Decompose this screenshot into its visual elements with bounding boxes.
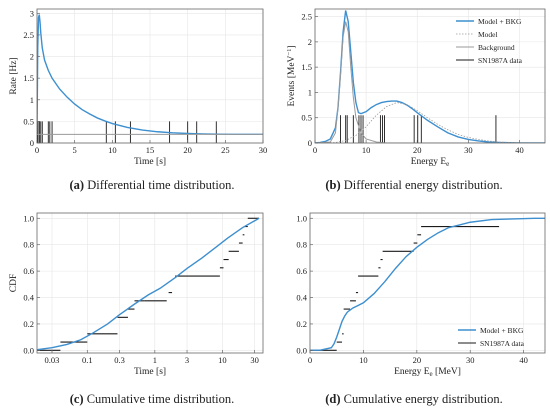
legend-label: SN1987A data — [480, 339, 525, 348]
x-tick-label: 10 — [108, 145, 117, 155]
x-tick-label: 30 — [259, 145, 268, 155]
data-layer — [310, 217, 545, 352]
x-axis-label: Energy Ee [MeV] — [394, 367, 461, 378]
y-tick-label: 0.2 — [23, 319, 34, 329]
plot-frame — [314, 8, 546, 144]
x-tick-label: 1 — [153, 355, 157, 365]
series-line-model — [37, 14, 263, 136]
legend-label: Model + BKG — [478, 17, 522, 26]
legend-label: Model — [478, 30, 498, 39]
series-line-background — [315, 21, 545, 143]
y-axis-label: Rate [Hz] — [9, 57, 19, 94]
series-line-model — [315, 102, 545, 143]
x-tick-label: 30 — [250, 355, 259, 365]
y-tick-label: 0 — [308, 138, 312, 148]
caption-b: (b) Differential energy distribution. — [325, 178, 502, 192]
y-tick-label: 2 — [30, 52, 34, 62]
x-axis-label: Time [s] — [134, 367, 166, 377]
y-tick-label: 0.6 — [23, 266, 34, 276]
x-tick-label: 10 — [359, 355, 368, 365]
y-tick-label: 0.5 — [23, 116, 34, 126]
panel-c: 0.03 0.1 0.3 1 3 10 30 0.0 0.2 0.4 0.6 0.8 1.0 Time [… — [9, 212, 264, 377]
x-tick-label: 15 — [146, 145, 155, 155]
x-tick-label: 30 — [464, 145, 473, 155]
caption-d: (d) Cumulative energy distribution. — [325, 392, 503, 406]
y-tick-label: 0.0 — [23, 345, 34, 355]
panel-d: 0 10 20 30 40 0.0 0.2 0.4 0.6 0.8 1.0 Energy Ee [Me… — [296, 212, 546, 378]
x-axis-label: Energy Ee — [411, 157, 450, 168]
y-tick-label: 1.5 — [301, 62, 312, 72]
data-layer — [37, 217, 260, 351]
x-tick-label: 5 — [73, 145, 77, 155]
x-tick-label: 10 — [362, 145, 371, 155]
y-tick-label: 0.4 — [23, 293, 34, 303]
x-tick-label: 0.3 — [114, 355, 125, 365]
x-tick-label: 0 — [313, 145, 317, 155]
x-tick-label: 20 — [413, 145, 422, 155]
caption-c: (c) Cumulative time distribution. — [70, 392, 235, 406]
y-tick-label: 0.5 — [301, 113, 312, 123]
data-layer — [315, 10, 545, 143]
y-tick-label: 0.2 — [296, 319, 307, 329]
legend-label: SN1987A data — [478, 56, 523, 65]
plot-frame — [36, 212, 264, 354]
y-tick-label: 1 — [308, 87, 312, 97]
y-tick-label: 1 — [30, 95, 34, 105]
y-tick-label: 0.4 — [296, 293, 307, 303]
panel-a: 0 5 10 15 20 25 30 0 0.5 1 1.5 2 2.5 3 Time [s] Rate [H… — [9, 8, 267, 167]
x-tick-label: 20 — [413, 355, 422, 365]
y-axis-label-end: ] — [287, 45, 297, 48]
y-tick-label: 0.8 — [23, 240, 34, 250]
y-tick-label: 0.6 — [296, 266, 307, 276]
caption-a: (a) Differential time distribution. — [69, 178, 234, 192]
x-tick-label: 40 — [515, 145, 524, 155]
legend-label: Model + BKG — [480, 326, 524, 335]
data-layer — [37, 14, 263, 143]
x-tick-label: 40 — [519, 355, 528, 365]
series-line-model — [310, 217, 545, 352]
x-tick-label: 0.03 — [45, 355, 60, 365]
y-tick-label: 1.0 — [23, 213, 34, 223]
y-tick-label: 2.5 — [23, 30, 34, 40]
y-tick-label: 0.0 — [296, 345, 307, 355]
x-tick-label: 0.1 — [82, 355, 93, 365]
x-axis-label-end: [MeV] — [433, 367, 461, 377]
x-axis-label-sub: e — [430, 370, 433, 378]
y-tick-label: 2.5 — [301, 12, 312, 22]
x-tick-label: 3 — [185, 355, 189, 365]
x-tick-label: 0 — [308, 355, 312, 365]
series-line-model — [37, 217, 260, 351]
x-axis-label: Time [s] — [134, 157, 166, 167]
x-tick-label: 25 — [221, 145, 230, 155]
y-tick-label: 2 — [308, 37, 312, 47]
y-tick-label: 1.5 — [23, 73, 34, 83]
y-tick-label: 0.8 — [296, 240, 307, 250]
x-tick-label: 20 — [183, 145, 192, 155]
series-line-model_bkg — [315, 10, 545, 143]
panel-b: 0 10 20 30 40 0 0.5 1 1.5 2 2.5 Energy Ee Events [Me… — [286, 8, 546, 168]
y-axis-label: CDF — [9, 274, 19, 292]
plot-frame — [309, 212, 546, 354]
y-axis-label: Events [MeV−1] — [286, 45, 297, 106]
y-axis-label-sup: −1 — [286, 49, 293, 56]
x-tick-label: 30 — [466, 355, 475, 365]
x-axis-label-sub: e — [446, 160, 449, 168]
x-tick-label: 10 — [218, 355, 227, 365]
legend-label: Background — [478, 43, 515, 52]
y-tick-label: 3 — [30, 8, 34, 18]
y-tick-label: 0 — [30, 138, 34, 148]
y-tick-label: 1.0 — [296, 213, 307, 223]
x-tick-label: 0 — [35, 145, 39, 155]
